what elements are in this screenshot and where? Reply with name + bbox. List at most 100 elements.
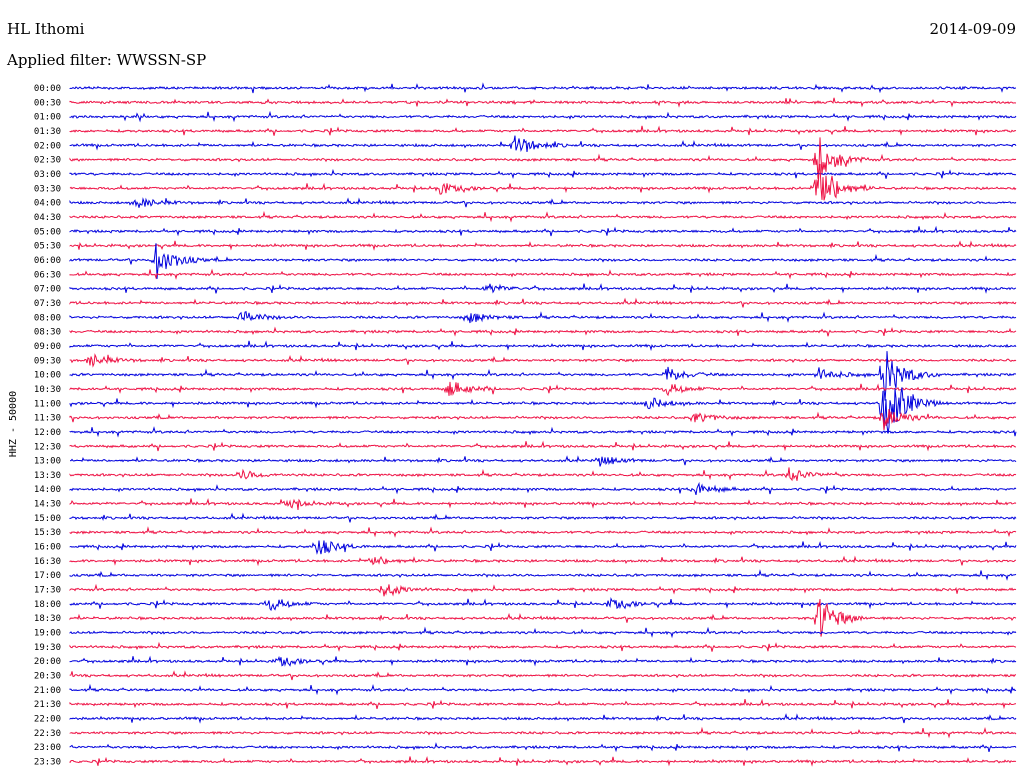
seismic-trace bbox=[69, 326, 1017, 337]
seismic-trace bbox=[69, 110, 1017, 123]
seismic-trace bbox=[69, 387, 1017, 434]
tick-label: 19:30 bbox=[34, 643, 61, 653]
tick-label: 23:00 bbox=[34, 743, 61, 753]
seismic-trace bbox=[69, 455, 1017, 467]
tick-label: 04:00 bbox=[34, 199, 61, 209]
trace-group bbox=[69, 82, 1017, 767]
seismic-trace bbox=[69, 713, 1017, 724]
seismic-trace bbox=[69, 599, 1017, 637]
tick-label: 18:00 bbox=[34, 600, 61, 610]
seismic-trace bbox=[69, 163, 1017, 201]
filter-label: Applied filter: WWSSN-SP bbox=[7, 51, 207, 69]
seismic-trace bbox=[69, 351, 1017, 401]
tick-label: 14:00 bbox=[34, 485, 61, 495]
tick-label: 09:30 bbox=[34, 356, 61, 366]
tick-label: 02:00 bbox=[34, 141, 61, 151]
seismic-trace bbox=[69, 243, 1017, 280]
seismic-trace bbox=[69, 726, 1017, 739]
y-axis-label: HHZ - 50000 bbox=[8, 391, 19, 457]
tick-label: 06:30 bbox=[34, 270, 61, 280]
seismic-trace bbox=[69, 512, 1017, 523]
seismic-trace bbox=[69, 408, 1017, 430]
tick-label: 08:00 bbox=[34, 313, 61, 323]
tick-label: 00:30 bbox=[34, 98, 61, 108]
seismic-trace bbox=[69, 440, 1016, 452]
seismic-trace bbox=[69, 526, 1017, 538]
tick-label: 09:00 bbox=[34, 342, 61, 352]
seismic-trace bbox=[69, 497, 1017, 510]
tick-label: 23:30 bbox=[34, 758, 61, 768]
tick-label: 17:30 bbox=[34, 586, 61, 596]
seismic-trace bbox=[69, 135, 1017, 152]
tick-label: 20:30 bbox=[34, 672, 61, 682]
seismic-trace bbox=[69, 698, 1017, 710]
seismic-trace bbox=[69, 311, 1017, 324]
seismic-trace bbox=[69, 742, 1017, 753]
seismic-trace bbox=[69, 168, 1017, 180]
tick-label: 13:30 bbox=[34, 471, 61, 481]
tick-label: 19:00 bbox=[34, 629, 61, 639]
tick-label: 10:30 bbox=[34, 385, 61, 395]
tick-label: 01:00 bbox=[34, 113, 61, 123]
tick-label: 15:00 bbox=[34, 514, 61, 524]
tick-label: 21:00 bbox=[34, 686, 61, 696]
seismic-trace bbox=[69, 683, 1017, 696]
seismic-trace bbox=[69, 655, 1017, 667]
seismic-trace bbox=[69, 283, 1017, 294]
seismic-trace bbox=[69, 596, 1017, 612]
seismic-trace bbox=[69, 583, 1017, 597]
seismic-trace bbox=[69, 426, 1017, 438]
tick-label: 13:00 bbox=[34, 457, 61, 467]
seismic-trace bbox=[69, 97, 1017, 108]
tick-label: 02:30 bbox=[34, 156, 61, 166]
tick-label: 05:30 bbox=[34, 242, 61, 252]
tick-label: 16:00 bbox=[34, 543, 61, 553]
tick-label: 12:30 bbox=[34, 442, 61, 452]
seismic-trace bbox=[69, 755, 1017, 767]
tick-label: 11:00 bbox=[34, 399, 61, 409]
station-name: HL Ithomi bbox=[7, 20, 85, 38]
tick-label: 17:00 bbox=[34, 571, 61, 581]
seismic-trace bbox=[69, 340, 1017, 352]
tick-label: 06:00 bbox=[34, 256, 61, 266]
seismic-trace bbox=[69, 82, 1017, 94]
tick-label: 10:00 bbox=[34, 371, 61, 381]
tick-label: 20:00 bbox=[34, 657, 61, 667]
seismic-trace bbox=[69, 125, 1017, 136]
tick-label: 08:30 bbox=[34, 328, 61, 338]
tick-label: 04:30 bbox=[34, 213, 61, 223]
seismic-trace bbox=[69, 670, 1017, 681]
seismic-trace bbox=[69, 268, 1017, 280]
seismic-trace bbox=[69, 569, 1017, 581]
tick-label: 12:00 bbox=[34, 428, 61, 438]
tick-label: 22:00 bbox=[34, 715, 61, 725]
seismic-trace bbox=[69, 555, 1017, 567]
seismic-trace bbox=[69, 240, 1017, 251]
seismic-trace bbox=[69, 467, 1017, 482]
seismic-trace bbox=[69, 210, 1017, 223]
tick-label: 16:30 bbox=[34, 557, 61, 567]
tick-label: 22:30 bbox=[34, 729, 61, 739]
seismic-trace bbox=[69, 137, 1017, 179]
tick-label-group: 00:00 00:30 01:00 01:30 02:00 02:30 03:00 03:30… bbox=[34, 84, 61, 768]
tick-label: 05:00 bbox=[34, 227, 61, 237]
tick-label: 15:30 bbox=[34, 528, 61, 538]
seismic-trace bbox=[69, 540, 1017, 555]
seismic-trace bbox=[69, 626, 1017, 639]
seismic-trace bbox=[69, 353, 1017, 368]
seismic-trace bbox=[69, 381, 1017, 397]
record-date: 2014-09-09 bbox=[929, 20, 1016, 38]
seismic-trace bbox=[69, 297, 1017, 308]
tick-label: 11:30 bbox=[34, 414, 61, 424]
seismic-trace bbox=[69, 225, 1017, 237]
tick-label: 00:00 bbox=[34, 84, 61, 94]
seismic-trace bbox=[69, 197, 1017, 208]
tick-label: 01:30 bbox=[34, 127, 61, 137]
tick-label: 07:30 bbox=[34, 299, 61, 309]
seismic-trace bbox=[69, 481, 1017, 496]
seismic-trace bbox=[69, 641, 1017, 652]
tick-label: 18:30 bbox=[34, 614, 61, 624]
tick-label: 07:00 bbox=[34, 285, 61, 295]
tick-label: 03:30 bbox=[34, 184, 61, 194]
